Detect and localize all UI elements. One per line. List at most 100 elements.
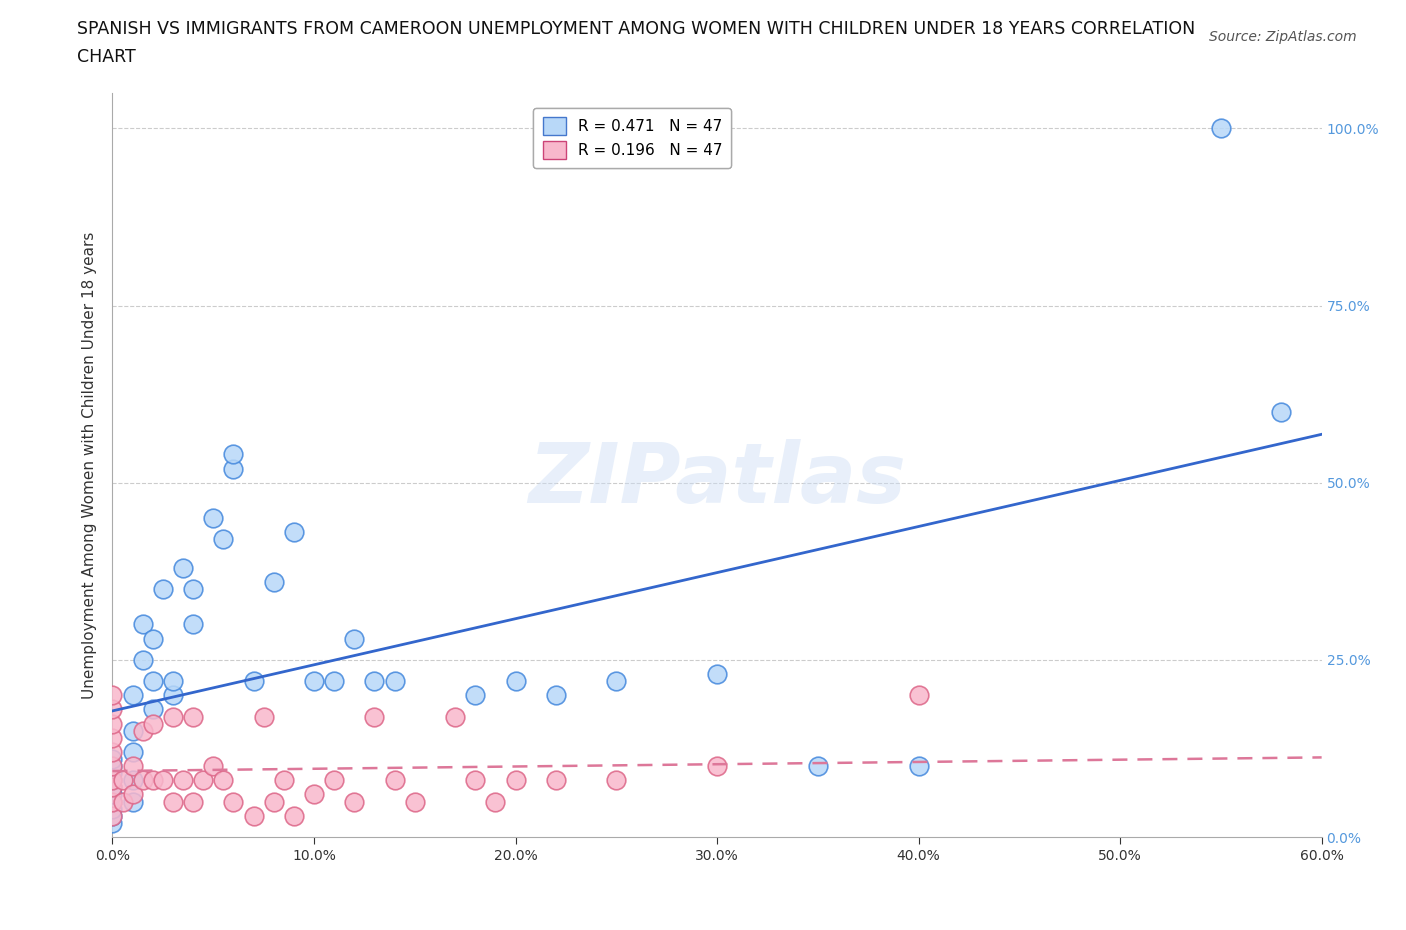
Point — [323, 673, 346, 688]
Point — [101, 702, 124, 717]
Point — [101, 751, 124, 766]
Point — [111, 773, 134, 788]
Point — [101, 808, 124, 823]
Point — [101, 765, 124, 780]
Point — [384, 673, 406, 688]
Point — [222, 447, 245, 462]
Point — [404, 794, 426, 809]
Point — [101, 780, 124, 795]
Point — [706, 667, 728, 682]
Point — [242, 673, 264, 688]
Point — [544, 773, 567, 788]
Point — [444, 709, 467, 724]
Point — [384, 773, 406, 788]
Point — [544, 688, 567, 703]
Point — [142, 702, 165, 717]
Point — [605, 773, 627, 788]
Point — [505, 673, 527, 688]
Point — [132, 773, 155, 788]
Point — [101, 780, 124, 795]
Point — [807, 759, 830, 774]
Point — [101, 759, 124, 774]
Point — [283, 808, 305, 823]
Point — [323, 773, 346, 788]
Point — [212, 773, 235, 788]
Point — [152, 773, 174, 788]
Point — [142, 673, 165, 688]
Point — [191, 773, 215, 788]
Point — [132, 653, 155, 668]
Point — [101, 794, 124, 809]
Point — [121, 745, 143, 760]
Point — [142, 716, 165, 731]
Point — [101, 759, 124, 774]
Point — [181, 581, 204, 596]
Point — [302, 673, 325, 688]
Point — [142, 631, 165, 646]
Point — [101, 730, 124, 745]
Point — [181, 794, 204, 809]
Point — [101, 688, 124, 703]
Point — [605, 673, 627, 688]
Point — [101, 794, 124, 809]
Point — [121, 688, 143, 703]
Point — [1270, 405, 1292, 419]
Point — [283, 525, 305, 539]
Point — [121, 773, 143, 788]
Point — [162, 709, 184, 724]
Point — [363, 709, 385, 724]
Y-axis label: Unemployment Among Women with Children Under 18 years: Unemployment Among Women with Children U… — [82, 232, 97, 698]
Point — [101, 816, 124, 830]
Point — [907, 688, 929, 703]
Point — [253, 709, 276, 724]
Point — [273, 773, 295, 788]
Point — [202, 511, 225, 525]
Point — [363, 673, 385, 688]
Point — [222, 461, 245, 476]
Point — [152, 581, 174, 596]
Point — [464, 773, 486, 788]
Point — [162, 673, 184, 688]
Point — [101, 745, 124, 760]
Text: Source: ZipAtlas.com: Source: ZipAtlas.com — [1209, 30, 1357, 44]
Point — [101, 716, 124, 731]
Point — [111, 794, 134, 809]
Point — [343, 631, 366, 646]
Text: CHART: CHART — [77, 48, 136, 66]
Point — [121, 787, 143, 802]
Point — [505, 773, 527, 788]
Legend: R = 0.471   N = 47, R = 0.196   N = 47: R = 0.471 N = 47, R = 0.196 N = 47 — [533, 108, 731, 167]
Point — [121, 794, 143, 809]
Text: SPANISH VS IMMIGRANTS FROM CAMEROON UNEMPLOYMENT AMONG WOMEN WITH CHILDREN UNDER: SPANISH VS IMMIGRANTS FROM CAMEROON UNEM… — [77, 20, 1195, 38]
Point — [101, 787, 124, 802]
Point — [101, 802, 124, 817]
Point — [907, 759, 929, 774]
Point — [121, 724, 143, 738]
Point — [464, 688, 486, 703]
Point — [101, 808, 124, 823]
Point — [162, 688, 184, 703]
Point — [484, 794, 506, 809]
Point — [181, 709, 204, 724]
Point — [101, 773, 124, 788]
Point — [222, 794, 245, 809]
Point — [706, 759, 728, 774]
Point — [263, 794, 285, 809]
Point — [142, 773, 165, 788]
Text: ZIPatlas: ZIPatlas — [529, 439, 905, 521]
Point — [132, 617, 155, 631]
Point — [132, 724, 155, 738]
Point — [212, 532, 235, 547]
Point — [263, 575, 285, 590]
Point — [172, 773, 194, 788]
Point — [343, 794, 366, 809]
Point — [162, 794, 184, 809]
Point — [121, 759, 143, 774]
Point — [181, 617, 204, 631]
Point — [172, 560, 194, 575]
Point — [101, 773, 124, 788]
Point — [1209, 121, 1232, 136]
Point — [302, 787, 325, 802]
Point — [242, 808, 264, 823]
Point — [202, 759, 225, 774]
